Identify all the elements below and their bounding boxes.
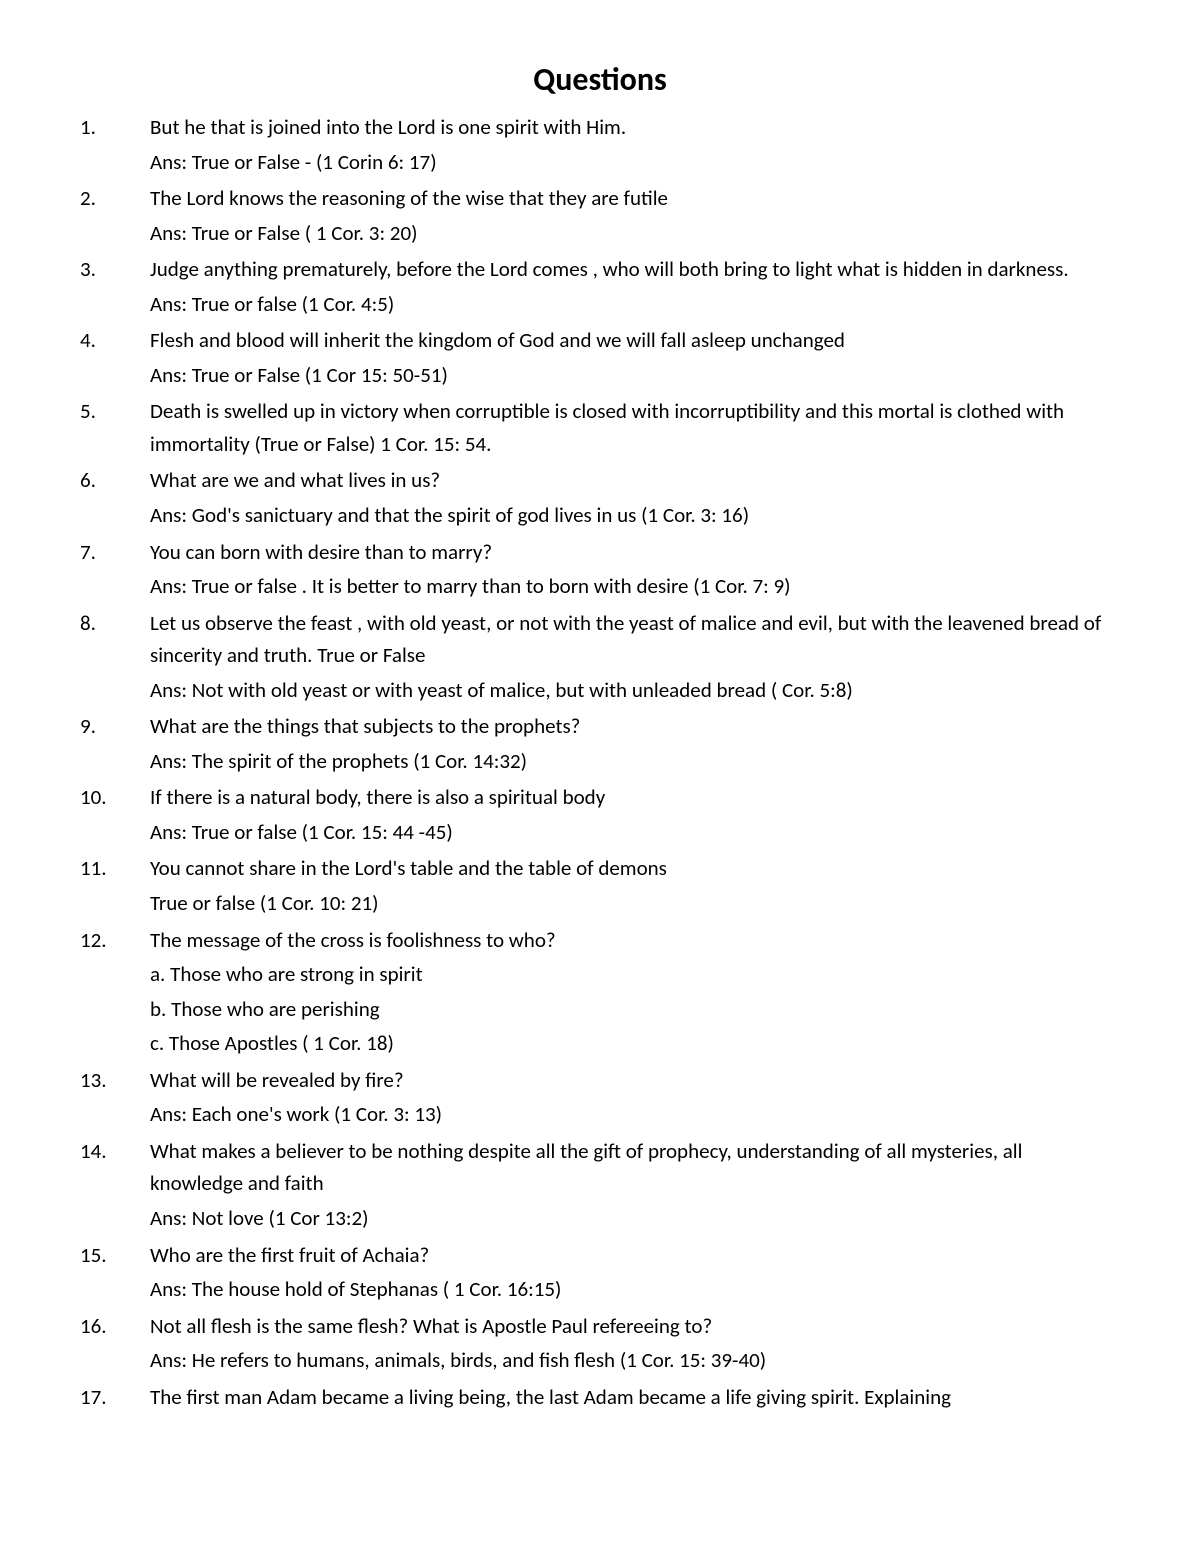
question-item: 15.Who are the first fruit of Achaia?Ans…	[80, 1239, 1120, 1308]
question-line: Ans: True or false (1 Cor. 4:5)	[150, 288, 1120, 321]
question-item: 2.The Lord knows the reasoning of the wi…	[80, 182, 1120, 251]
question-line: Ans: The spirit of the prophets (1 Cor. …	[150, 745, 1120, 778]
question-number: 11.	[80, 852, 150, 921]
question-number: 1.	[80, 111, 150, 180]
question-item: 10.If there is a natural body, there is …	[80, 781, 1120, 850]
question-number: 9.	[80, 710, 150, 779]
question-line: Ans: True or False ( 1 Cor. 3: 20)	[150, 217, 1120, 250]
question-line: Death is swelled up in victory when corr…	[150, 395, 1120, 460]
question-number: 8.	[80, 607, 150, 709]
question-body: The message of the cross is foolishness …	[150, 924, 1120, 1062]
question-line: What will be revealed by fire?	[150, 1064, 1120, 1097]
question-line: Ans: God's sanictuary and that the spiri…	[150, 499, 1120, 532]
question-item: 5.Death is swelled up in victory when co…	[80, 395, 1120, 462]
question-body: You cannot share in the Lord's table and…	[150, 852, 1120, 921]
question-line: b. Those who are perishing	[150, 993, 1120, 1026]
question-body: You can born with desire than to marry?A…	[150, 536, 1120, 605]
question-body: Who are the first fruit of Achaia?Ans: T…	[150, 1239, 1120, 1308]
question-line: But he that is joined into the Lord is o…	[150, 111, 1120, 144]
question-number: 12.	[80, 924, 150, 1062]
question-number: 17.	[80, 1381, 150, 1416]
question-number: 2.	[80, 182, 150, 251]
question-item: 4.Flesh and blood will inherit the kingd…	[80, 324, 1120, 393]
question-number: 6.	[80, 464, 150, 533]
question-number: 5.	[80, 395, 150, 462]
question-item: 7.You can born with desire than to marry…	[80, 536, 1120, 605]
question-item: 11.You cannot share in the Lord's table …	[80, 852, 1120, 921]
question-item: 17.The first man Adam became a living be…	[80, 1381, 1120, 1416]
question-line: What are the things that subjects to the…	[150, 710, 1120, 743]
question-line: Not all flesh is the same flesh? What is…	[150, 1310, 1120, 1343]
question-body: The Lord knows the reasoning of the wise…	[150, 182, 1120, 251]
question-body: What makes a believer to be nothing desp…	[150, 1135, 1120, 1237]
question-number: 16.	[80, 1310, 150, 1379]
question-line: The message of the cross is foolishness …	[150, 924, 1120, 957]
question-body: What are the things that subjects to the…	[150, 710, 1120, 779]
question-number: 15.	[80, 1239, 150, 1308]
question-body: Judge anything prematurely, before the L…	[150, 253, 1120, 322]
question-line: The Lord knows the reasoning of the wise…	[150, 182, 1120, 215]
question-item: 3.Judge anything prematurely, before the…	[80, 253, 1120, 322]
question-line: Who are the first fruit of Achaia?	[150, 1239, 1120, 1272]
question-line: Ans: Not love (1 Cor 13:2)	[150, 1202, 1120, 1235]
question-body: If there is a natural body, there is als…	[150, 781, 1120, 850]
question-line: If there is a natural body, there is als…	[150, 781, 1120, 814]
question-body: What will be revealed by fire?Ans: Each …	[150, 1064, 1120, 1133]
question-line: Ans: True or false . It is better to mar…	[150, 570, 1120, 603]
question-line: You cannot share in the Lord's table and…	[150, 852, 1120, 885]
question-line: What are we and what lives in us?	[150, 464, 1120, 497]
question-list: 1.But he that is joined into the Lord is…	[80, 111, 1120, 1415]
question-line: The first man Adam became a living being…	[150, 1381, 1120, 1414]
question-line: Flesh and blood will inherit the kingdom…	[150, 324, 1120, 357]
question-line: Ans: True or False (1 Cor 15: 50-51)	[150, 359, 1120, 392]
question-item: 12.The message of the cross is foolishne…	[80, 924, 1120, 1062]
question-line: You can born with desire than to marry?	[150, 536, 1120, 569]
question-line: Let us observe the feast , with old yeas…	[150, 607, 1120, 672]
question-body: Death is swelled up in victory when corr…	[150, 395, 1120, 462]
question-line: Ans: True or false (1 Cor. 15: 44 -45)	[150, 816, 1120, 849]
question-item: 8.Let us observe the feast , with old ye…	[80, 607, 1120, 709]
question-line: What makes a believer to be nothing desp…	[150, 1135, 1120, 1200]
question-item: 14.What makes a believer to be nothing d…	[80, 1135, 1120, 1237]
question-item: 6.What are we and what lives in us?Ans: …	[80, 464, 1120, 533]
question-line: Ans: The house hold of Stephanas ( 1 Cor…	[150, 1273, 1120, 1306]
question-item: 16.Not all flesh is the same flesh? What…	[80, 1310, 1120, 1379]
question-body: The first man Adam became a living being…	[150, 1381, 1120, 1416]
question-item: 9.What are the things that subjects to t…	[80, 710, 1120, 779]
question-line: Ans: He refers to humans, animals, birds…	[150, 1344, 1120, 1377]
question-number: 3.	[80, 253, 150, 322]
question-number: 14.	[80, 1135, 150, 1237]
question-line: a. Those who are strong in spirit	[150, 958, 1120, 991]
question-line: Ans: Not with old yeast or with yeast of…	[150, 674, 1120, 707]
question-body: But he that is joined into the Lord is o…	[150, 111, 1120, 180]
question-number: 4.	[80, 324, 150, 393]
question-body: Flesh and blood will inherit the kingdom…	[150, 324, 1120, 393]
question-line: c. Those Apostles ( 1 Cor. 18)	[150, 1027, 1120, 1060]
question-number: 13.	[80, 1064, 150, 1133]
question-number: 10.	[80, 781, 150, 850]
question-body: Let us observe the feast , with old yeas…	[150, 607, 1120, 709]
question-line: True or false (1 Cor. 10: 21)	[150, 887, 1120, 920]
question-item: 1.But he that is joined into the Lord is…	[80, 111, 1120, 180]
question-item: 13.What will be revealed by fire?Ans: Ea…	[80, 1064, 1120, 1133]
question-body: What are we and what lives in us?Ans: Go…	[150, 464, 1120, 533]
question-number: 7.	[80, 536, 150, 605]
question-body: Not all flesh is the same flesh? What is…	[150, 1310, 1120, 1379]
page-title: Questions	[80, 60, 1120, 99]
question-line: Judge anything prematurely, before the L…	[150, 253, 1120, 286]
question-line: Ans: Each one's work (1 Cor. 3: 13)	[150, 1098, 1120, 1131]
question-line: Ans: True or False - (1 Corin 6: 17)	[150, 146, 1120, 179]
